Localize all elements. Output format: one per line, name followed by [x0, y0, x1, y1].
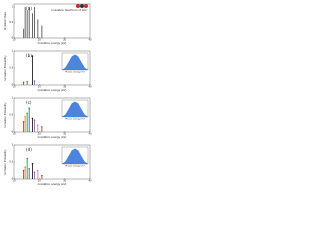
atom [80, 4, 84, 8]
x-tick-label: 10 [12, 132, 16, 135]
chart-title: Ionization Spectrum of CO₂⁺ [52, 8, 89, 12]
x-tick-label: 20 [38, 179, 42, 182]
y-tick-label: 0.5 [9, 114, 13, 117]
x-tick-label: 10 [12, 85, 16, 88]
x-axis-label: Ionization energy (eV) [38, 182, 67, 186]
stick-head [37, 169, 39, 172]
stick-head [41, 126, 43, 128]
y-tick-label: 0 [12, 37, 14, 40]
y-axis-label: Ionization Probability [4, 149, 7, 175]
stick-head [31, 117, 34, 120]
stick-head [22, 121, 25, 123]
x-tick-label: 30 [63, 38, 67, 41]
inset-x-label: Photon energy (eV) [65, 70, 85, 73]
page: 0 0.5 1 10 20 30 40 Ionization energy (eV) Ioniz… [4, 3, 92, 186]
x-axis-label: Ionization energy (eV) [38, 88, 67, 92]
stick-head [26, 80, 28, 83]
inset-area [62, 54, 88, 70]
stick-head [31, 55, 34, 57]
plot-frame [13, 3, 91, 39]
stick-head [26, 157, 28, 160]
stick-head [22, 169, 25, 172]
y-tick-label: 1 [12, 97, 14, 100]
y-tick-label: 0.5 [9, 161, 13, 164]
stick-head [22, 81, 25, 84]
y-tick-label: 0.5 [9, 67, 13, 70]
atom [84, 4, 88, 8]
atom [76, 4, 80, 8]
x-axis-label: Ionization energy (eV) [38, 41, 67, 45]
panel-label: (b) [26, 53, 32, 58]
stick-head [37, 124, 39, 126]
stick-head [33, 119, 36, 121]
stick-head [24, 166, 26, 168]
y-tick-label: 0 [12, 178, 14, 181]
x-tick-label: 30 [63, 85, 67, 88]
y-tick-label: 0 [12, 84, 14, 87]
y-tick-label: 1 [12, 6, 14, 9]
inset-area [62, 148, 88, 164]
panel-label: (c) [26, 100, 32, 105]
stick-head [41, 174, 43, 177]
x-tick-label: 40 [88, 179, 92, 182]
inset-x-label: Photon energy (eV) [65, 117, 85, 120]
x-tick-label: 20 [38, 132, 42, 135]
x-tick-label: 10 [12, 179, 16, 182]
x-axis-label: Ionization energy (eV) [38, 135, 67, 139]
stick-head [33, 171, 36, 173]
y-tick-label: 1 [12, 50, 14, 53]
stick-head [26, 112, 28, 115]
y-axis-label: Ionization Probability [4, 102, 7, 128]
x-tick-label: 20 [38, 85, 42, 88]
stick-head [28, 168, 31, 170]
x-tick-label: 30 [63, 179, 67, 182]
x-tick-label: 30 [63, 132, 67, 135]
y-tick-label: 1 [12, 144, 14, 147]
panel-label: (d) [26, 147, 32, 152]
x-tick-label: 40 [88, 85, 92, 88]
stick-head [33, 80, 36, 82]
y-tick-label: 0 [12, 131, 14, 134]
x-tick-label: 10 [12, 38, 16, 41]
stick-head [31, 162, 34, 165]
molecule-icon [76, 4, 88, 8]
x-tick-label: 40 [88, 38, 92, 41]
y-axis-label: Ionization Rate [4, 12, 7, 30]
stick-head [24, 115, 26, 118]
stick-head [28, 107, 31, 109]
inset-area [62, 101, 88, 117]
y-axis-label: Ionization Probability [4, 55, 7, 81]
y-tick-label: 0.5 [9, 21, 13, 24]
x-tick-label: 40 [88, 132, 92, 135]
x-tick-label: 20 [38, 38, 42, 41]
inset-x-label: Photon energy (eV) [65, 164, 85, 167]
